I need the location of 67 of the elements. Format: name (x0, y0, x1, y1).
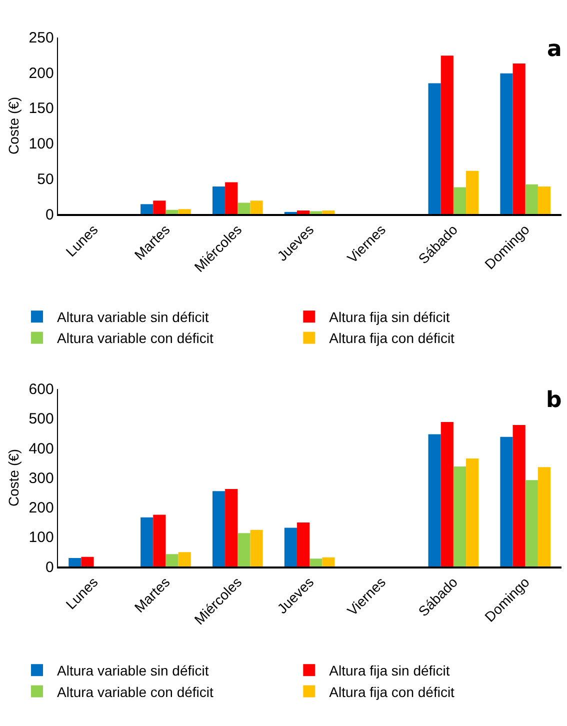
y-tick-label: 200 (28, 64, 54, 82)
bar (525, 480, 538, 567)
legend-label: Altura fija sin déficit (329, 662, 450, 679)
y-axis-title: Coste (€) (5, 448, 22, 507)
bar (238, 533, 250, 567)
y-tick-label: 0 (45, 558, 54, 576)
bar (238, 202, 250, 214)
y-tick-label: 600 (28, 381, 54, 398)
bar (178, 552, 191, 567)
bar (212, 491, 226, 567)
legend-label: Altura fija con déficit (329, 330, 455, 346)
bar (440, 422, 454, 567)
annotation: b (546, 388, 562, 413)
bar (453, 187, 466, 214)
bar (453, 466, 466, 567)
bar (296, 210, 310, 214)
bar (153, 200, 166, 214)
legend-label: Altura fija con déficit (329, 684, 455, 700)
annotation: a (547, 37, 562, 62)
bar (81, 556, 94, 567)
bar (440, 56, 454, 214)
bar (500, 73, 513, 214)
y-tick-label: 100 (28, 136, 54, 153)
legend-label: Altura variable con déficit (57, 684, 214, 700)
bar (284, 528, 297, 567)
y-tick-label: 100 (28, 529, 54, 546)
y-tick-label: 500 (28, 410, 54, 428)
bar (428, 434, 441, 567)
bar (538, 186, 551, 214)
bar (153, 514, 166, 567)
bar (140, 204, 154, 214)
y-tick-label: 0 (45, 206, 54, 224)
bar (538, 467, 551, 567)
y-tick-label: 300 (28, 470, 54, 487)
y-tick-label: 400 (28, 440, 54, 458)
bar (428, 83, 441, 214)
bar (525, 184, 538, 214)
bar (466, 458, 479, 567)
bar (250, 200, 263, 214)
bar (500, 436, 513, 567)
bar (466, 170, 479, 214)
legend-label: Altura variable sin déficit (57, 662, 209, 679)
bar (322, 557, 335, 567)
bar (178, 209, 191, 214)
y-tick-label: 50 (37, 170, 54, 188)
y-tick-label: 200 (28, 500, 54, 517)
y-tick-label: 250 (28, 30, 54, 47)
legend-label: Altura variable sin déficit (57, 309, 209, 326)
bar (225, 182, 238, 214)
bar (140, 517, 154, 567)
bar (68, 558, 82, 567)
bar (310, 211, 322, 214)
legend-label: Altura variable con déficit (57, 330, 214, 346)
bar (250, 530, 263, 567)
bar (166, 210, 178, 214)
bar (512, 425, 526, 567)
y-tick-label: 150 (28, 100, 54, 118)
legend-label: Altura fija sin déficit (329, 309, 450, 326)
bar (212, 186, 226, 214)
bar (225, 489, 238, 567)
bar (310, 558, 322, 567)
bar (284, 212, 297, 214)
bar (512, 63, 526, 214)
bar (322, 210, 335, 214)
bar (166, 554, 178, 567)
bar (296, 522, 310, 567)
y-axis-title: Coste (€) (5, 96, 22, 154)
